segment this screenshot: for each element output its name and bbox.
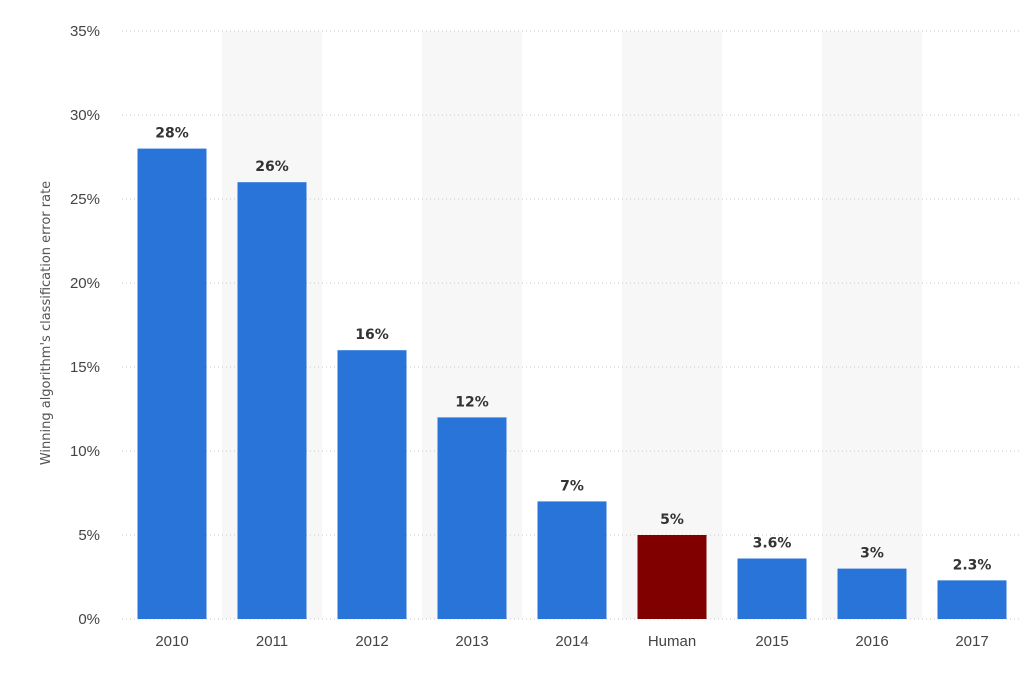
x-tick-label: 2011 (256, 633, 288, 650)
bars (137, 148, 1007, 619)
background-band (822, 31, 922, 619)
data-label: 2.3% (953, 557, 992, 573)
data-label: 7% (560, 478, 584, 494)
data-label: 16% (355, 327, 389, 343)
bar (137, 148, 207, 619)
y-axis-ticks: 0% 5% 10% 15% 20% 25% 30% 35% (70, 23, 100, 628)
x-tick-label: 2016 (855, 633, 888, 650)
y-tick-label: 35% (70, 23, 100, 40)
x-tick-label: 2015 (755, 633, 788, 650)
y-tick-label: 5% (78, 527, 100, 544)
data-label: 12% (455, 394, 489, 410)
y-tick-label: 15% (70, 359, 100, 376)
bar (237, 182, 307, 619)
x-tick-label: 2017 (955, 633, 988, 650)
bar (437, 417, 507, 619)
x-tick-label: 2014 (555, 633, 588, 650)
data-label: 3% (860, 546, 884, 562)
bar (537, 501, 607, 619)
y-tick-label: 20% (70, 275, 100, 292)
y-tick-label: 0% (78, 611, 100, 628)
data-label: 3.6% (753, 536, 792, 552)
alternating-bands (222, 31, 922, 619)
x-axis-ticks: 2010 2011 2012 2013 2014 Human 2015 2016 2017 (155, 633, 988, 650)
data-labels: 28% 26% 16% 12% 7% 5% 3.6% 3% 2.3% (155, 126, 991, 574)
y-tick-label: 10% (70, 443, 100, 460)
bar (337, 350, 407, 619)
y-tick-label: 25% (70, 191, 100, 208)
y-axis-title: Winning algorithm's classification error… (39, 181, 54, 465)
bar (837, 568, 907, 619)
x-tick-label: Human (648, 633, 696, 650)
x-tick-label: 2013 (455, 633, 488, 650)
data-label: 26% (255, 159, 289, 175)
x-tick-label: 2010 (155, 633, 188, 650)
y-tick-label: 30% (70, 107, 100, 124)
bar (637, 535, 707, 619)
data-label: 28% (155, 126, 189, 142)
background-band (622, 31, 722, 619)
x-tick-label: 2012 (355, 633, 388, 650)
bar (937, 580, 1007, 619)
data-label: 5% (660, 512, 684, 528)
bar (737, 558, 807, 619)
